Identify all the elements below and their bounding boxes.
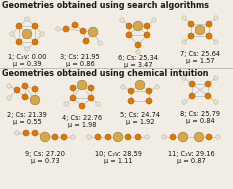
Circle shape — [72, 22, 78, 28]
Circle shape — [95, 134, 101, 140]
Circle shape — [88, 27, 98, 37]
Circle shape — [125, 134, 131, 140]
Circle shape — [40, 132, 50, 142]
Circle shape — [126, 23, 132, 29]
Circle shape — [96, 102, 100, 106]
Circle shape — [214, 16, 218, 20]
Circle shape — [146, 88, 152, 94]
Circle shape — [7, 84, 11, 88]
Circle shape — [136, 50, 140, 54]
Text: 3; Cs: 21.95
μ = 0.86: 3; Cs: 21.95 μ = 0.86 — [60, 54, 100, 67]
Circle shape — [128, 88, 134, 94]
Circle shape — [32, 130, 38, 136]
Circle shape — [182, 16, 186, 20]
Text: 11; C₂v: 29.16
μ = 0.87: 11; C₂v: 29.16 μ = 0.87 — [168, 151, 214, 164]
Circle shape — [63, 26, 69, 32]
Circle shape — [15, 131, 19, 135]
Text: Geometries obtained using search algorithms: Geometries obtained using search algorit… — [2, 1, 209, 10]
Circle shape — [25, 47, 29, 51]
Circle shape — [189, 81, 195, 87]
Text: 6; Cs: 25.34
μ = 3.47: 6; Cs: 25.34 μ = 3.47 — [118, 55, 158, 68]
Circle shape — [178, 132, 188, 142]
Circle shape — [70, 95, 76, 101]
Circle shape — [214, 100, 218, 104]
Circle shape — [88, 85, 94, 91]
Circle shape — [205, 81, 211, 87]
Circle shape — [80, 28, 86, 34]
Circle shape — [25, 17, 29, 21]
Circle shape — [16, 39, 22, 45]
Circle shape — [214, 40, 218, 44]
Circle shape — [64, 102, 68, 106]
Circle shape — [206, 134, 212, 140]
Circle shape — [135, 80, 145, 90]
Circle shape — [188, 33, 194, 39]
Circle shape — [10, 32, 14, 36]
Circle shape — [188, 21, 194, 27]
Circle shape — [214, 76, 218, 80]
Circle shape — [145, 135, 149, 139]
Circle shape — [56, 27, 60, 31]
Circle shape — [126, 32, 132, 38]
Circle shape — [144, 32, 150, 38]
Circle shape — [52, 134, 58, 140]
Circle shape — [22, 29, 32, 39]
Circle shape — [61, 134, 67, 140]
Circle shape — [206, 33, 212, 39]
Text: 4; Cs: 22.76
μ = 1.98: 4; Cs: 22.76 μ = 1.98 — [62, 115, 102, 128]
Circle shape — [14, 87, 20, 93]
Circle shape — [182, 76, 186, 80]
Circle shape — [40, 32, 44, 36]
Text: Geometries obtained using chemical intuition: Geometries obtained using chemical intui… — [2, 69, 209, 78]
Circle shape — [135, 134, 141, 140]
Circle shape — [155, 85, 159, 89]
Circle shape — [70, 85, 76, 91]
Circle shape — [205, 93, 211, 99]
Circle shape — [7, 96, 11, 100]
Circle shape — [32, 86, 38, 92]
Circle shape — [162, 135, 166, 139]
Circle shape — [23, 130, 29, 136]
Circle shape — [189, 93, 195, 99]
Circle shape — [32, 39, 38, 45]
Circle shape — [32, 23, 38, 29]
Circle shape — [182, 40, 186, 44]
Circle shape — [206, 21, 212, 27]
Circle shape — [16, 23, 22, 29]
Circle shape — [87, 135, 91, 139]
Circle shape — [88, 95, 94, 101]
Circle shape — [71, 135, 75, 139]
Circle shape — [194, 132, 204, 142]
Circle shape — [133, 21, 143, 31]
Circle shape — [22, 83, 28, 89]
Circle shape — [120, 18, 124, 22]
Circle shape — [77, 80, 87, 90]
Circle shape — [128, 98, 134, 104]
Text: 8; Cs: 25.79
μ = 0.84: 8; Cs: 25.79 μ = 0.84 — [180, 111, 220, 124]
Circle shape — [113, 132, 123, 142]
Circle shape — [135, 42, 141, 48]
Text: 10; C₂v: 28.59
μ = 1.11: 10; C₂v: 28.59 μ = 1.11 — [95, 151, 141, 164]
Circle shape — [216, 135, 220, 139]
Circle shape — [121, 85, 125, 89]
Circle shape — [98, 41, 102, 45]
Circle shape — [22, 94, 28, 100]
Circle shape — [83, 38, 89, 44]
Text: 1; C₂v: 0.00
μ = 0.39: 1; C₂v: 0.00 μ = 0.39 — [8, 54, 46, 67]
Circle shape — [146, 98, 152, 104]
Circle shape — [170, 134, 176, 140]
Circle shape — [30, 95, 40, 105]
Circle shape — [182, 100, 186, 104]
Circle shape — [152, 18, 156, 22]
Text: 5; Cs: 24.74
μ = 1.92: 5; Cs: 24.74 μ = 1.92 — [120, 112, 160, 125]
Circle shape — [144, 23, 150, 29]
Circle shape — [195, 25, 205, 35]
Text: 7; Cs: 25.64
μ = 1.57: 7; Cs: 25.64 μ = 1.57 — [180, 51, 220, 64]
Text: 9; Cs: 27.20
μ = 0.73: 9; Cs: 27.20 μ = 0.73 — [25, 151, 65, 164]
Circle shape — [79, 103, 85, 109]
Circle shape — [105, 134, 111, 140]
Text: 2; Cs: 21.39
μ = 0.55: 2; Cs: 21.39 μ = 0.55 — [7, 112, 47, 125]
